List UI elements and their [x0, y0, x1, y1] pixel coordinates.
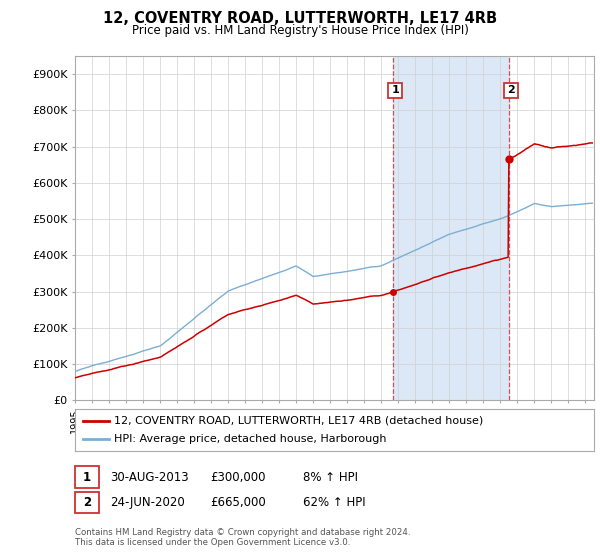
- Text: £665,000: £665,000: [210, 496, 266, 509]
- Text: Price paid vs. HM Land Registry's House Price Index (HPI): Price paid vs. HM Land Registry's House …: [131, 24, 469, 36]
- Text: 30-AUG-2013: 30-AUG-2013: [110, 470, 188, 484]
- Text: Contains HM Land Registry data © Crown copyright and database right 2024.
This d: Contains HM Land Registry data © Crown c…: [75, 528, 410, 547]
- Text: 1: 1: [83, 470, 91, 484]
- Text: HPI: Average price, detached house, Harborough: HPI: Average price, detached house, Harb…: [114, 435, 386, 445]
- Text: £300,000: £300,000: [210, 470, 265, 484]
- Text: 12, COVENTRY ROAD, LUTTERWORTH, LE17 4RB (detached house): 12, COVENTRY ROAD, LUTTERWORTH, LE17 4RB…: [114, 416, 483, 426]
- Bar: [392, 56, 509, 400]
- Text: 2: 2: [507, 86, 515, 95]
- Text: 1: 1: [391, 86, 399, 95]
- Text: 2: 2: [83, 496, 91, 509]
- Text: 24-JUN-2020: 24-JUN-2020: [110, 496, 185, 509]
- Text: 12, COVENTRY ROAD, LUTTERWORTH, LE17 4RB: 12, COVENTRY ROAD, LUTTERWORTH, LE17 4RB: [103, 11, 497, 26]
- Text: 62% ↑ HPI: 62% ↑ HPI: [303, 496, 365, 509]
- Text: 8% ↑ HPI: 8% ↑ HPI: [303, 470, 358, 484]
